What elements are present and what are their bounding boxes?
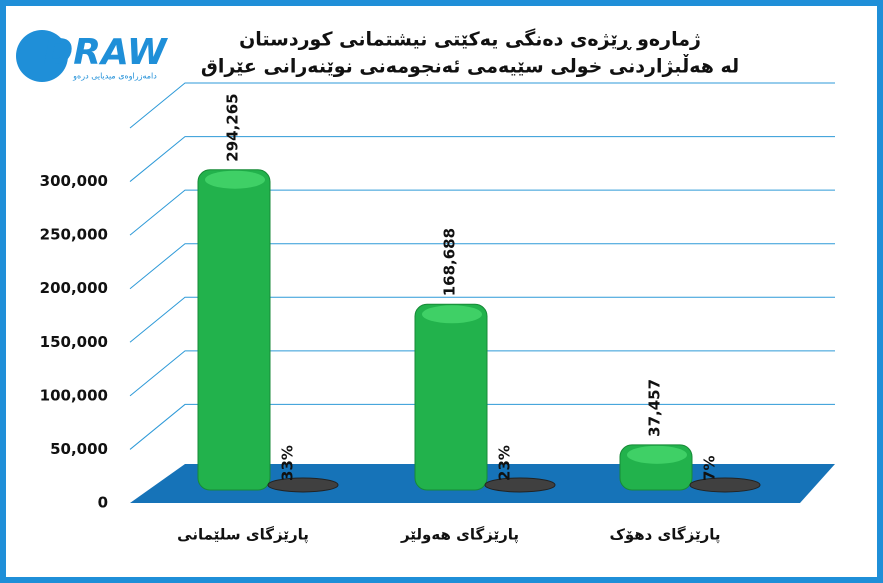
grid-line (129, 243, 835, 290)
chart-subtitle: لە هەڵبژاردنی خولی سێیەمی ئەنجومەنی نوێن… (201, 54, 739, 78)
y-tick-label: 250,000 (40, 226, 108, 244)
y-tick-label: 200,000 (40, 279, 108, 297)
grid-line (129, 189, 835, 236)
grid-line (129, 350, 835, 397)
logo-text: DRAW (43, 32, 168, 73)
x-tick-label: پارێزگای دهۆک (609, 526, 720, 545)
percent-bar (484, 477, 556, 493)
bar-top (627, 445, 687, 464)
grid-line (129, 296, 835, 343)
logo: DRAW دامەزراوەی میدیایی درەو (16, 30, 169, 82)
value-label: 294,265 (224, 93, 242, 161)
x-tick-label: پارێزگای سلێمانی (177, 526, 309, 545)
y-tick-label: 150,000 (40, 333, 108, 351)
percent-bar (689, 477, 761, 493)
value-label: 7% (701, 456, 719, 481)
value-label: 168,688 (441, 228, 459, 296)
plot-top-line (129, 82, 835, 129)
x-tick-label: پارێزگای هەولێر (400, 526, 519, 545)
bar (414, 303, 488, 491)
grid-line (129, 403, 835, 450)
value-label: 33% (279, 445, 297, 481)
value-label: 37,457 (646, 379, 664, 437)
bar-top (422, 305, 482, 324)
logo-circle (16, 30, 68, 82)
y-tick-label: 100,000 (40, 386, 108, 404)
bar-top (205, 170, 265, 189)
value-label: 23% (496, 445, 514, 481)
bar (197, 169, 271, 491)
percent-bar (267, 477, 339, 493)
y-tick-label: 300,000 (40, 172, 108, 190)
y-tick-label: 0 (98, 494, 108, 512)
chart-title: ژمارەو ڕێژەی دەنگی یەکێتی نیشتمانی کوردس… (239, 28, 701, 51)
y-tick-label: 50,000 (50, 440, 108, 458)
logo-caption: دامەزراوەی میدیایی درەو (72, 72, 157, 81)
grid-line (129, 136, 835, 182)
